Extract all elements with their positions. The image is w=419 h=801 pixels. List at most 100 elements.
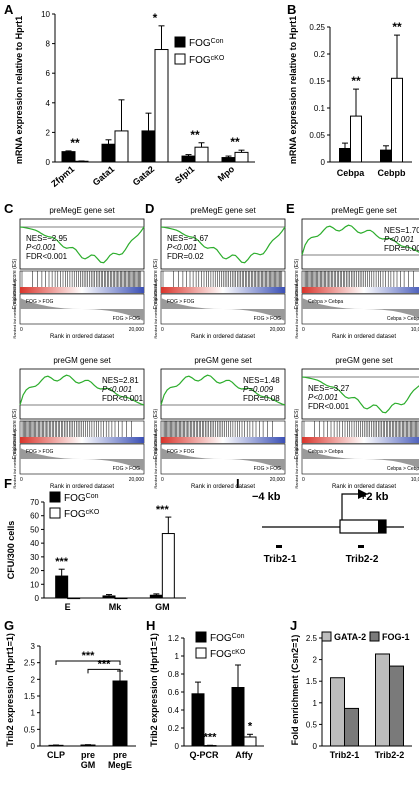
gsea-es-curve [19, 374, 145, 406]
a-bar-con [101, 143, 116, 163]
gsea-stat: FDR=0.02 [167, 252, 204, 261]
gsea-es-curve [160, 226, 286, 264]
gsea-es-frame [19, 368, 145, 420]
g-ytick-label: 3 [31, 642, 36, 651]
gsea-stat: P<0.001 [26, 243, 56, 252]
gsea-right-label: FOG > FOG [254, 466, 281, 472]
gsea-stat: P=0.009 [243, 385, 274, 394]
gsea-ylabel2: Ranked list metric (Signal2Noise) [12, 279, 17, 339]
f-ytick-label: 40 [30, 539, 39, 548]
gsea-xmax: 10,000 [411, 327, 419, 333]
h-sig: * [248, 720, 253, 732]
gsea-stat: NES=1.70 [384, 226, 419, 235]
j-bar-fog1 [389, 665, 404, 747]
gsea-title: preMegE gene set [49, 206, 115, 215]
gsea-xlabel: Rank in ordered dataset [332, 484, 396, 490]
gsea-hits [21, 271, 142, 287]
b-ytick-label: 0.2 [314, 50, 326, 59]
gsea-es-frame [19, 218, 145, 270]
a-bar-cko [234, 151, 249, 163]
g-xtick-label: CLP [47, 750, 65, 760]
gsea-heat-strip [20, 437, 144, 443]
gsea-stat: FDR<0.001 [102, 394, 144, 403]
g-ylabel: Trib2 expression (Hprt1=1) [5, 633, 15, 747]
gsea-xmin: 0 [20, 327, 23, 333]
gsea-stat: P<0.001 [102, 385, 132, 394]
gsea-metric-area [20, 448, 144, 471]
b-ylabel: mRNA expression relative to Hprt1 [288, 16, 298, 164]
gsea-ylabel2: Ranked list metric (Signal2Noise) [153, 279, 158, 339]
gsea-xmin: 0 [20, 477, 23, 483]
f-ytick-label: 0 [35, 594, 40, 603]
i-site2-marker [358, 545, 364, 548]
b-xtick-label: Cebpb [378, 168, 407, 178]
gsea-xmin: 0 [302, 327, 305, 333]
j-xtick-label: Trib2-1 [330, 750, 360, 760]
f-bar-con [149, 594, 163, 599]
gsea-right-label: FOG > FOG [113, 466, 140, 472]
h-legend-con-text: FOGCon [210, 633, 245, 645]
h-ytick-label: 1 [175, 652, 180, 661]
gsea-title: preGM gene set [53, 356, 111, 365]
f-ytick-label: 60 [30, 512, 39, 521]
gsea-right-label: Cebpa > Cebpa [387, 316, 419, 322]
gsea-ylabel: Enrichment score (ES) [294, 409, 300, 460]
gsea-ylabel: Enrichment score (ES) [153, 259, 159, 310]
panel-label-h: H [146, 618, 155, 633]
b-bar-cko [350, 115, 362, 163]
panel-label-a: A [4, 2, 14, 17]
gsea-xlabel: Rank in ordered dataset [50, 334, 114, 340]
gsea-ylabel: Enrichment score (ES) [294, 259, 300, 310]
gsea-metric-area [302, 448, 419, 468]
gsea-xlabel: Rank in ordered dataset [191, 484, 255, 490]
f-ytick-label: 10 [30, 580, 39, 589]
b-ytick-label: 0.15 [309, 77, 325, 86]
f-sig: *** [55, 556, 69, 568]
b-ytick-label: 0.25 [309, 23, 325, 32]
gsea-heat-strip [161, 437, 285, 443]
gsea-title: preGM gene set [194, 356, 252, 365]
h-xtick-label: Affy [235, 750, 253, 760]
j-legend-swatch [369, 631, 380, 642]
j-ytick-label: 0.5 [306, 720, 318, 729]
h-ytick-label: 0 [175, 742, 180, 751]
f-legend-con-text: FOGCon [64, 493, 99, 505]
h-ytick-label: 1.2 [168, 634, 180, 643]
a-ytick-label: 6 [46, 69, 51, 78]
f-bar-con [55, 575, 69, 599]
a-ytick-label: 8 [46, 40, 51, 49]
g-bracket-1 [55, 660, 121, 665]
h-ytick-label: 0.6 [168, 688, 180, 697]
gsea-stat: NES=−2.95 [26, 234, 68, 243]
i-site1-marker [276, 545, 282, 548]
h-legend-cko-swatch [195, 647, 207, 659]
gsea-title: preGM gene set [335, 356, 393, 365]
a-legend-cko-text: FOGcKO [189, 55, 225, 67]
gsea-xmin: 0 [161, 477, 164, 483]
gsea-stat: NES=−1.67 [167, 234, 209, 243]
gsea-ylabel: Enrichment score (ES) [153, 409, 159, 460]
h-sig: *** [204, 731, 218, 743]
b-ytick-label: 0 [321, 158, 326, 167]
gsea-stat: P<0.001 [167, 243, 197, 252]
a-ylabel: mRNA expression relative to Hprt1 [14, 16, 24, 164]
g-ytick-label: 2.5 [24, 659, 36, 668]
a-xtick-label: Zfpm1 [49, 164, 76, 189]
gsea-right-label: FOG > FOG [254, 316, 281, 322]
a-sig: ** [70, 136, 80, 150]
i-tss-arrow [341, 493, 360, 520]
j-bar-gata2 [375, 653, 390, 747]
g-sig: *** [82, 650, 96, 662]
f-bar-con [102, 595, 116, 599]
gsea-ylabel: Enrichment score (ES) [12, 259, 18, 310]
g-ytick-label: 0.5 [24, 725, 36, 734]
gsea-es-curve [160, 374, 286, 406]
h-ytick-label: 0.4 [168, 706, 180, 715]
gsea-ylabel: Enrichment score (ES) [12, 409, 18, 460]
h-xtick-label: Q-PCR [190, 750, 220, 760]
b-bar-con [339, 148, 351, 163]
panel-label-e: E [286, 201, 295, 216]
gsea-xmin: 0 [302, 477, 305, 483]
gsea-left-label: FOG > FOG [167, 449, 194, 455]
gsea-hits [303, 271, 414, 287]
